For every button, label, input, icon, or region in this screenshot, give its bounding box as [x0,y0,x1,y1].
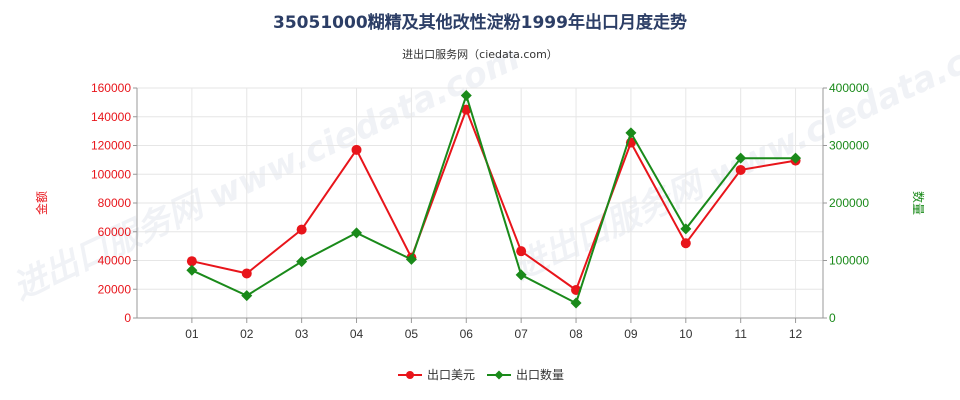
x-tick-label: 03 [295,327,309,341]
series-2-point [405,253,417,265]
series-2-point [460,89,472,101]
series-2-point [735,152,747,164]
legend-label-1: 出口美元 [427,368,475,382]
legend-marker-2 [494,370,504,380]
series-1-point [241,268,252,279]
legend: 出口美元 出口数量 [398,367,564,382]
watermark-text-2: 进出口服务网 www.ciedata.com [507,18,960,288]
y-left-tick-label: 0 [124,311,131,325]
y-left-tick-label: 60000 [98,225,132,239]
y-right-axis-title: 数量 [911,191,926,215]
series-2-point [241,290,253,302]
series-2-point [570,297,582,309]
series-line-2 [191,92,796,305]
series-2-point [351,227,363,239]
x-tick-label: 08 [569,327,583,341]
x-tick-label: 02 [240,327,254,341]
series-1-point [351,144,362,155]
x-tick-label: 06 [460,327,474,341]
series [186,89,802,309]
x-tick-label: 12 [789,327,803,341]
x-tick-label: 01 [185,327,199,341]
grid [137,87,823,318]
y-left-tick-label: 140000 [91,110,131,124]
y-right-tick-label: 0 [829,311,836,325]
x-tick-label: 10 [679,327,693,341]
series-2-point [680,223,692,235]
y-left-tick-label: 120000 [91,139,131,153]
y-left-tick-label: 80000 [98,196,132,210]
x-tick-label: 07 [514,327,528,341]
x-tick-label: 05 [405,327,419,341]
legend-marker-1 [406,371,414,379]
y-right-tick-label: 100000 [829,254,869,268]
y-left-tick-label: 100000 [91,167,131,181]
watermark-text-1: 进出口服务网 www.ciedata.com [7,38,526,308]
y-right-tick-label: 300000 [829,139,869,153]
series-1-point [516,246,527,257]
y-right-tick-label: 200000 [829,196,869,210]
y-right-tick-label: 400000 [829,81,869,95]
watermark: 进出口服务网 www.ciedata.com 进出口服务网 www.ciedat… [7,18,960,308]
series-1-point [186,256,197,267]
series-1-point [296,224,307,235]
chart-title: 35051000糊精及其他改性淀粉1999年出口月度走势 [273,12,687,33]
series-2-point [186,264,198,276]
series-1-point [735,164,746,175]
series-2-point [625,127,637,139]
series-1-point [680,238,691,249]
x-tick-label: 11 [734,327,747,341]
y-left-axis-title: 金额 [34,191,49,215]
y-left-tick-label: 20000 [98,282,132,296]
series-2-point [515,269,527,281]
series-1-point [461,104,472,115]
series-2-point [296,256,308,268]
series-2-point [790,152,802,164]
axes: 0 20000 40000 60000 80000 100000 120000 140000 1… [34,81,926,341]
x-tick-label: 09 [624,327,638,341]
chart-subtitle: 进出口服务网（ciedata.com） [402,47,558,61]
y-left-tick-label: 160000 [91,81,131,95]
y-left-tick-label: 40000 [98,254,132,268]
series-line-1 [191,106,796,292]
x-tick-label: 04 [350,327,364,341]
legend-label-2: 出口数量 [516,367,564,382]
